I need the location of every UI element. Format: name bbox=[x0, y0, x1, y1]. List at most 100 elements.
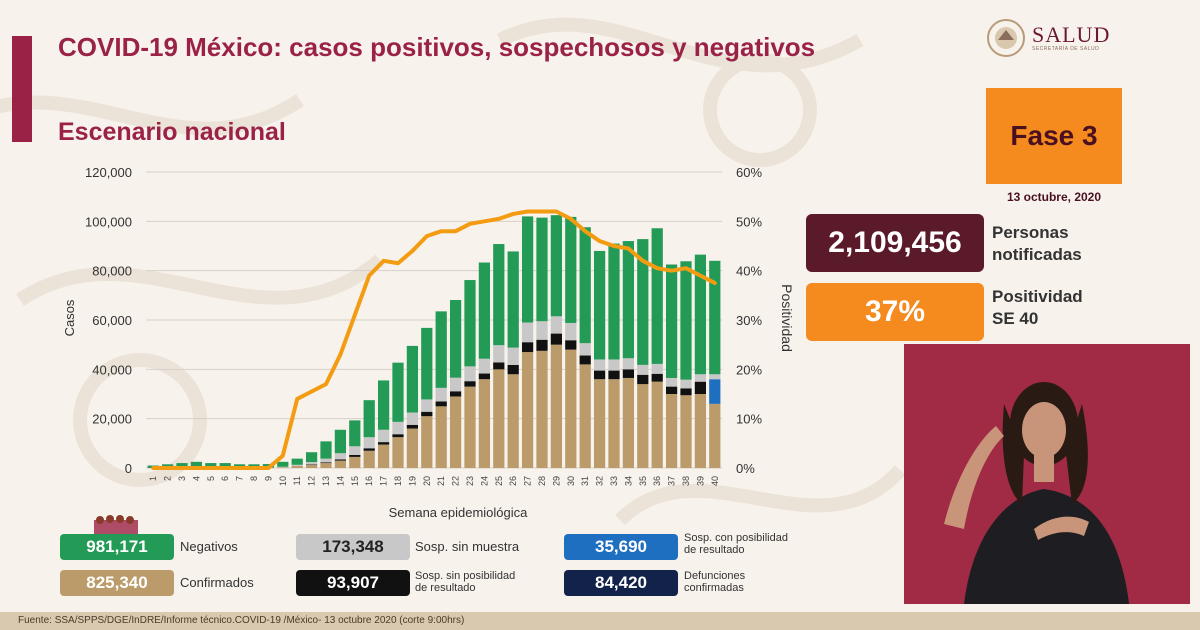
x-tick-label: 20 bbox=[422, 476, 432, 486]
bar-segment-confirmados bbox=[406, 428, 419, 468]
bar-segment-confirmados bbox=[536, 350, 548, 468]
bar-segment-sin_posibilidad bbox=[377, 442, 390, 445]
bar-segment-negativos bbox=[694, 254, 707, 375]
bar-segment-sin_posibilidad bbox=[593, 370, 606, 380]
bar-segment-sin_muestra bbox=[680, 379, 692, 389]
bar-segment-sin_posibilidad bbox=[579, 355, 591, 365]
bar-segment-negativos bbox=[665, 264, 678, 378]
salud-logo-text: SALUD bbox=[1032, 22, 1111, 47]
bar-segment-sin_muestra bbox=[421, 399, 433, 412]
bar-segment-sin_posibilidad bbox=[680, 388, 692, 396]
x-tick-label: 3 bbox=[177, 476, 187, 481]
x-tick-label: 38 bbox=[681, 476, 691, 486]
bar-segment-confirmados bbox=[349, 456, 361, 468]
bar-segment-sin_muestra bbox=[478, 358, 491, 374]
covid-cases-chart: 0 20,000 40,000 60,000 80,000 100,000 120,000 0… bbox=[62, 165, 795, 520]
bar-segment-sin_posibilidad bbox=[493, 362, 505, 370]
kpi-label-line2: SE 40 bbox=[992, 309, 1039, 328]
bar-segment-sin_muestra bbox=[579, 343, 591, 356]
bar-segment-negativos bbox=[392, 362, 404, 422]
x-tick-label: 33 bbox=[609, 476, 619, 486]
bar-segment-negativos bbox=[637, 239, 649, 365]
bar-segment-negativos bbox=[277, 461, 289, 467]
bar-segment-sin_posibilidad bbox=[637, 374, 649, 385]
legend-defunciones-value: 84,420 bbox=[564, 570, 678, 596]
bar-segment-confirmados bbox=[449, 396, 462, 468]
chart-axes: 0 20,000 40,000 60,000 80,000 100,000 120,000 0… bbox=[85, 165, 762, 486]
page-subtitle: Escenario nacional bbox=[58, 118, 286, 146]
bar-segment-sin_muestra bbox=[550, 316, 563, 334]
y-tick-label: 20,000 bbox=[92, 412, 132, 427]
y-tick-label: 120,000 bbox=[85, 165, 132, 180]
bar-segment-negativos bbox=[320, 441, 332, 459]
x-tick-label: 37 bbox=[667, 476, 677, 486]
x-tick-label: 10 bbox=[278, 476, 288, 486]
legend-label-line1: Sosp. sin posibilidad bbox=[415, 570, 516, 582]
bar-segment-negativos bbox=[579, 227, 591, 344]
kpi-label-line1: Positividad bbox=[992, 287, 1083, 306]
bar-segment-sin_posibilidad bbox=[363, 448, 375, 451]
bar-segment-confirmados bbox=[392, 437, 404, 468]
kpi-personas-notificadas-value: 2,109,456 bbox=[806, 214, 984, 272]
bar-segment-sin_posibilidad bbox=[421, 411, 433, 417]
legend-label-line1: Sosp. con posibilidad bbox=[684, 532, 788, 544]
bar-segment-sin_muestra bbox=[377, 429, 390, 443]
x-tick-label: 34 bbox=[623, 476, 633, 486]
bar-segment-sin_muestra bbox=[320, 458, 332, 463]
legend-label-line1: Defunciones bbox=[684, 570, 746, 582]
x-tick-label: 19 bbox=[407, 476, 417, 486]
x-tick-label: 2 bbox=[163, 476, 173, 481]
legend-negativos-value: 981,171 bbox=[60, 534, 174, 560]
bar-segment-confirmados bbox=[694, 394, 707, 468]
bar-segment-negativos bbox=[565, 216, 577, 323]
x-tick-label: 26 bbox=[508, 476, 518, 486]
bar-segment-negativos bbox=[507, 251, 519, 348]
legend-con-posibilidad-label: Sosp. con posibilidad de resultado bbox=[684, 532, 788, 556]
bar-segment-con_posibilidad bbox=[709, 379, 721, 404]
bar-segment-negativos bbox=[464, 280, 476, 367]
bar-segment-sin_posibilidad bbox=[694, 381, 707, 394]
bar-segment-negativos bbox=[190, 461, 203, 468]
x-tick-label: 28 bbox=[537, 476, 547, 486]
x-tick-label: 24 bbox=[479, 476, 489, 486]
bar-segment-negativos bbox=[493, 244, 505, 346]
bar-segment-negativos bbox=[334, 429, 347, 454]
bar-segment-sin_posibilidad bbox=[449, 391, 462, 397]
chart-grid bbox=[146, 171, 722, 469]
x-tick-label: 39 bbox=[695, 476, 705, 486]
kpi-personas-notificadas-label: Personas notificadas bbox=[992, 222, 1082, 266]
chart-xlabel: Semana epidemiológica bbox=[389, 505, 529, 520]
bar-segment-negativos bbox=[176, 463, 188, 468]
x-tick-label: 35 bbox=[638, 476, 648, 486]
x-tick-label: 5 bbox=[206, 476, 216, 481]
legend-confirmados-label: Confirmados bbox=[180, 575, 254, 590]
legend-con-posibilidad-value: 35,690 bbox=[564, 534, 678, 560]
bar-segment-confirmados bbox=[363, 450, 375, 468]
bar-segment-confirmados bbox=[305, 465, 318, 468]
bar-segment-sin_muestra bbox=[608, 359, 620, 371]
positividad-line bbox=[151, 209, 717, 470]
bar-segment-sin_muestra bbox=[637, 364, 649, 375]
bar-segment-sin_muestra bbox=[435, 387, 447, 402]
bar-segment-sin_posibilidad bbox=[349, 454, 361, 457]
bar-segment-confirmados bbox=[521, 352, 534, 468]
bar-segment-negativos bbox=[377, 380, 390, 430]
sign-language-interpreter-video bbox=[904, 344, 1190, 604]
bar-segment-sin_posibilidad bbox=[622, 369, 635, 378]
kpi-positividad-label: Positividad SE 40 bbox=[992, 286, 1083, 330]
bar-segment-sin_muestra bbox=[694, 374, 707, 382]
x-tick-label: 29 bbox=[551, 476, 561, 486]
phase-badge: Fase 3 bbox=[986, 88, 1122, 184]
bar-segment-negativos bbox=[709, 260, 721, 375]
y-tick-label: 80,000 bbox=[92, 264, 132, 279]
x-tick-label: 17 bbox=[379, 476, 389, 486]
x-tick-label: 8 bbox=[249, 476, 259, 481]
bar-segment-confirmados bbox=[565, 349, 577, 468]
bar-segment-negativos bbox=[421, 327, 433, 400]
x-tick-label: 23 bbox=[465, 476, 475, 486]
report-date: 13 octubre, 2020 bbox=[1006, 190, 1102, 204]
bar-segment-negativos bbox=[608, 243, 620, 360]
x-tick-label: 18 bbox=[393, 476, 403, 486]
y2-tick-label: 20% bbox=[736, 362, 762, 377]
bar-segment-negativos bbox=[478, 262, 491, 359]
